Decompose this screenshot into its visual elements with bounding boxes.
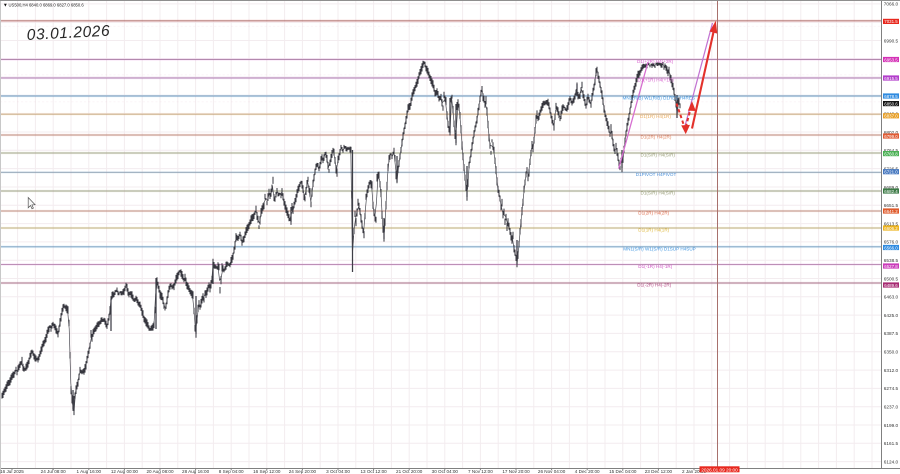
svg-text:6613.5: 6613.5 — [884, 221, 899, 226]
svg-text:MN1(S/R) W1(S/R) D1SUP H4SUP: MN1(S/R) W1(S/R) D1SUP H4SUP — [623, 246, 695, 251]
svg-text:D1(2R) H4(2R): D1(2R) H4(2R) — [638, 211, 669, 216]
svg-text:6425.0: 6425.0 — [884, 313, 899, 318]
svg-text:28 Aug 16:00: 28 Aug 16:00 — [182, 469, 210, 474]
svg-text:6641.2: 6641.2 — [884, 209, 898, 214]
svg-text:20 Aug 08:00: 20 Aug 08:00 — [146, 469, 174, 474]
svg-text:6463.0: 6463.0 — [884, 295, 899, 300]
svg-text:6350.0: 6350.0 — [884, 350, 899, 355]
svg-text:6837.0: 6837.0 — [884, 114, 898, 119]
svg-text:6721.0: 6721.0 — [884, 170, 898, 175]
svg-text:3 Oct 04:00: 3 Oct 04:00 — [326, 469, 350, 474]
svg-text:1 Aug 16:00: 1 Aug 16:00 — [77, 469, 102, 474]
svg-text:2 Jan 20:00: 2 Jan 20:00 — [682, 469, 706, 474]
svg-text:24 Sep 20:00: 24 Sep 20:00 — [289, 469, 317, 474]
svg-text:6764.5: 6764.5 — [884, 148, 899, 153]
svg-text:24 Jul 08:00: 24 Jul 08:00 — [41, 469, 66, 474]
svg-text:6124.0: 6124.0 — [884, 459, 899, 464]
svg-text:6387.5: 6387.5 — [884, 331, 899, 336]
svg-text:6850.6: 6850.6 — [884, 101, 898, 106]
svg-text:4 Dec 20:00: 4 Dec 20:00 — [575, 469, 600, 474]
svg-text:6689.0: 6689.0 — [884, 185, 899, 190]
svg-text:6538.5: 6538.5 — [884, 258, 899, 263]
svg-text:30 Oct 04:00: 30 Oct 04:00 — [432, 469, 459, 474]
svg-text:6799.0: 6799.0 — [884, 134, 898, 139]
svg-text:D1(2R) H4(2R): D1(2R) H4(2R) — [641, 135, 672, 140]
svg-text:7031.5: 7031.5 — [884, 19, 898, 24]
svg-text:03.01.2026: 03.01.2026 — [26, 23, 110, 44]
svg-text:15 Dec 04:00: 15 Dec 04:00 — [609, 469, 637, 474]
svg-text:6274.5: 6274.5 — [884, 386, 899, 391]
svg-text:8 Sep 04:00: 8 Sep 04:00 — [219, 469, 244, 474]
svg-text:2026.01.09 20:00: 2026.01.09 20:00 — [701, 467, 738, 472]
svg-text:D1(+1R) H4(+1R): D1(+1R) H4(+1R) — [638, 78, 675, 83]
svg-text:6199.0: 6199.0 — [884, 423, 899, 428]
svg-text:6726.5: 6726.5 — [884, 166, 899, 171]
svg-text:6161.5: 6161.5 — [884, 441, 899, 446]
svg-text:D1(-1R) H4(-1R): D1(-1R) H4(-1R) — [638, 264, 672, 269]
svg-text:6878.5: 6878.5 — [884, 94, 898, 99]
svg-text:6990.5: 6990.5 — [884, 38, 899, 43]
svg-text:6237.0: 6237.0 — [884, 405, 899, 410]
svg-text:6489.6: 6489.6 — [884, 283, 898, 288]
svg-text:6651.5: 6651.5 — [884, 203, 899, 208]
svg-text:6312.0: 6312.0 — [884, 368, 899, 373]
svg-text:▼: ▼ — [3, 4, 8, 9]
svg-text:D1PIVOT H4PIVOT: D1PIVOT H4PIVOT — [636, 172, 677, 177]
svg-text:6802.0: 6802.0 — [884, 130, 899, 135]
svg-text:12 Aug 00:00: 12 Aug 00:00 — [111, 469, 139, 474]
svg-text:D1(S/R) H4(S/R): D1(S/R) H4(S/R) — [641, 153, 676, 158]
svg-text:7066.0: 7066.0 — [884, 2, 899, 7]
svg-text:D1(S/R) H4(S/R): D1(S/R) H4(S/R) — [641, 191, 676, 196]
svg-text:23 Dec 12:00: 23 Dec 12:00 — [645, 469, 673, 474]
svg-text:6566.0: 6566.0 — [884, 245, 898, 250]
svg-text:D1(-2R) H4(-2R): D1(-2R) H4(-2R) — [637, 283, 671, 288]
svg-text:26 Nov 04:00: 26 Nov 04:00 — [538, 469, 566, 474]
svg-text:17 Nov 20:00: 17 Nov 20:00 — [502, 469, 530, 474]
svg-text:13 Oct 12:00: 13 Oct 12:00 — [360, 469, 387, 474]
svg-text:16 Jul 2025: 16 Jul 2025 — [0, 469, 24, 474]
svg-text:6682.4: 6682.4 — [884, 189, 898, 194]
svg-text:6915.5: 6915.5 — [884, 76, 898, 81]
svg-text:US500,H4 6840.0 6869.0 6827.0: US500,H4 6840.0 6869.0 6827.0 6850.6 — [9, 2, 85, 7]
svg-text:D1(1R) H4(1R): D1(1R) H4(1R) — [638, 228, 669, 233]
svg-text:7 Nov 12:00: 7 Nov 12:00 — [468, 469, 493, 474]
svg-text:MN1(R/B) W1(R/B) D1RES H4RES: MN1(R/B) W1(R/B) D1RES H4RES — [623, 96, 696, 101]
svg-text:D1(1R) H4(1R): D1(1R) H4(1R) — [640, 114, 671, 119]
svg-text:6606.2: 6606.2 — [884, 226, 898, 231]
svg-text:6576.0: 6576.0 — [884, 240, 899, 245]
svg-text:6760.8: 6760.8 — [884, 151, 898, 156]
svg-text:6953.5: 6953.5 — [884, 57, 898, 62]
svg-text:16 Sep 12:00: 16 Sep 12:00 — [253, 469, 281, 474]
svg-text:21 Oct 20:00: 21 Oct 20:00 — [396, 469, 423, 474]
svg-text:D1(+2R) H4(+2R): D1(+2R) H4(+2R) — [637, 59, 674, 64]
svg-text:6527.8: 6527.8 — [884, 264, 898, 269]
svg-text:6500.5: 6500.5 — [884, 276, 899, 281]
